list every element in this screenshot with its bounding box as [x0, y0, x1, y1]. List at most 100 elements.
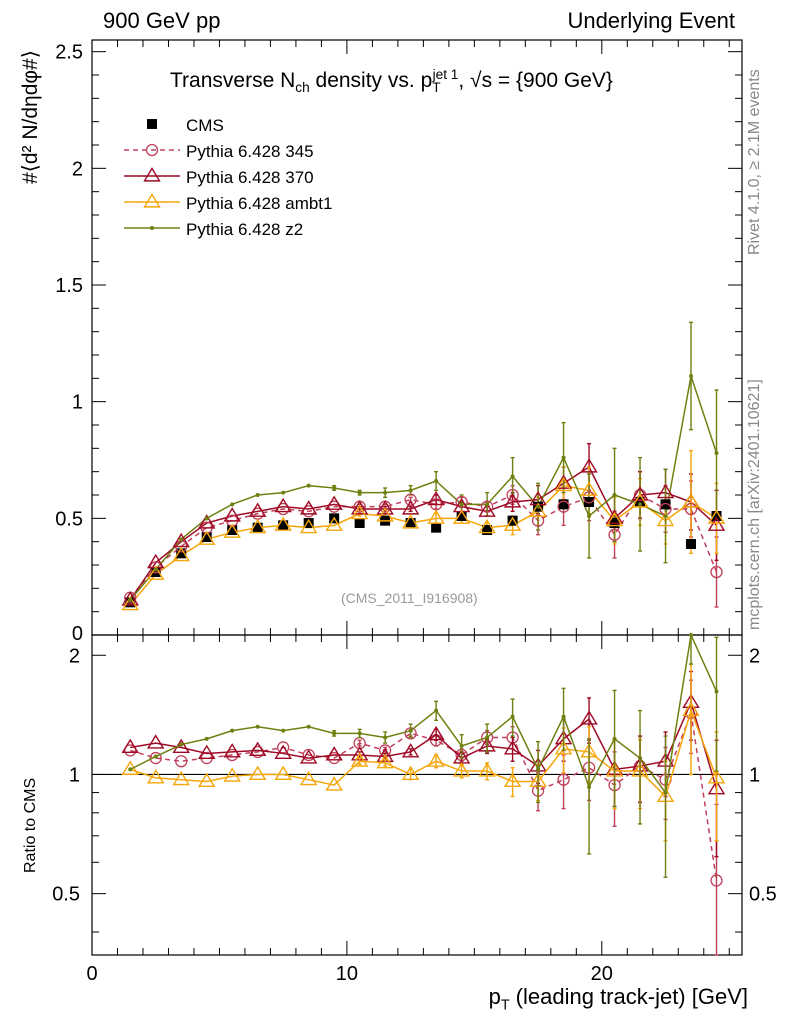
- main-series-marker: [580, 458, 598, 473]
- ratio-series-marker: [612, 736, 617, 741]
- legend-marker: [143, 193, 161, 208]
- main-series-marker: [230, 502, 235, 507]
- main-series-marker: [404, 493, 417, 506]
- main-series-marker: [707, 516, 726, 531]
- main-series-marker: [332, 486, 337, 490]
- main-series-marker: [172, 532, 190, 548]
- ratio-y-tick-label: 0.5: [52, 884, 80, 906]
- ratio-series-marker: [682, 701, 700, 717]
- main-series-marker: [554, 476, 573, 492]
- main-series-marker: [707, 509, 726, 524]
- main-series-marker: [478, 502, 496, 517]
- main-series-marker: [350, 500, 369, 515]
- main-series-marker: [656, 483, 675, 499]
- legend-marker: [150, 226, 154, 230]
- main-series-marker: [478, 518, 496, 534]
- main-series-marker: [376, 507, 394, 522]
- main-series-marker: [554, 474, 573, 489]
- ratio-series-marker: [714, 689, 719, 694]
- ratio-series-marker: [434, 708, 439, 713]
- ratio-series-marker: [332, 731, 337, 736]
- legend-label: Pythia 6.428 370: [186, 168, 314, 187]
- main-markers-2: [121, 476, 726, 611]
- cms-data-point: [201, 532, 212, 542]
- main-series-marker: [223, 507, 241, 522]
- ratio-series-marker: [427, 752, 445, 767]
- main-series-marker: [299, 518, 318, 534]
- analysis-watermark: (CMS_2011_I916908): [341, 590, 478, 606]
- main-series-3: [129, 321, 719, 601]
- cms-data-point: [150, 567, 161, 577]
- main-series-marker: [204, 516, 209, 521]
- main-series-marker: [121, 591, 139, 606]
- cms-data-point: [431, 522, 442, 533]
- ratio-series-marker: [325, 746, 343, 761]
- main-series-marker: [281, 490, 286, 495]
- main-series-marker: [248, 502, 267, 517]
- main-markers-3: [128, 374, 719, 602]
- main-series-marker: [580, 481, 598, 496]
- cms-data-point: [584, 497, 595, 507]
- ratio-series-marker: [503, 772, 522, 788]
- main-series-marker: [350, 504, 369, 520]
- ratio-series-marker: [638, 756, 643, 761]
- main-series-marker: [306, 483, 311, 488]
- ratio-series-marker: [401, 743, 420, 758]
- main-series-marker: [503, 516, 522, 531]
- main-series-marker: [605, 509, 624, 524]
- main-series-group: [121, 321, 726, 611]
- main-markers-1: [121, 458, 726, 606]
- ratio-series-marker: [357, 731, 362, 736]
- ratio-series-marker: [179, 742, 184, 747]
- main-series-marker: [663, 514, 668, 518]
- cms-data-point: [405, 518, 416, 528]
- main-y-tick-label: 0.5: [55, 508, 83, 530]
- ratio-series-line: [129, 632, 718, 795]
- ratio-panel-border: [91, 634, 743, 956]
- ratio-series-marker: [197, 744, 216, 760]
- main-series-marker: [401, 500, 420, 515]
- ratio-series-marker: [149, 751, 162, 765]
- cms-data-point: [507, 515, 518, 526]
- cms-data-point: [456, 511, 467, 521]
- ratio-series-marker: [376, 753, 394, 769]
- chart-title: Transverse Nch density vs. pTjet 1, √s =…: [170, 67, 613, 95]
- main-series-marker: [427, 490, 445, 506]
- main-y-tick-label: 1: [72, 392, 83, 414]
- ratio-y-tick-label: 2: [69, 645, 80, 667]
- title-sup2: jet 1: [432, 67, 459, 82]
- title-tail: , √s = {900 GeV}: [458, 69, 613, 92]
- main-series-marker: [325, 516, 343, 531]
- mcplots-source-label: mcplots.cern.ch [arXiv:2401.10621]: [746, 379, 763, 630]
- ratio-series-group: [121, 632, 726, 956]
- cms-data-point: [482, 525, 493, 535]
- main-series-marker: [128, 598, 133, 602]
- ratio-series-marker: [204, 736, 209, 741]
- main-series-marker: [605, 511, 624, 527]
- main-series-marker: [531, 514, 545, 527]
- x-tick-label: 10: [336, 963, 358, 985]
- cms-data-point: [686, 539, 697, 549]
- ratio-series-marker: [223, 767, 241, 782]
- main-series-line: [129, 465, 718, 601]
- legend-label: Pythia 6.428 345: [186, 142, 314, 161]
- main-series-marker: [582, 491, 596, 504]
- ratio-series-marker: [175, 755, 188, 768]
- ratio-series-marker: [557, 773, 570, 786]
- ratio-series-marker: [172, 770, 190, 786]
- cms-data-point: [354, 518, 365, 528]
- ratio-series-marker: [325, 776, 343, 791]
- main-series-marker: [506, 488, 519, 502]
- main-series-line: [129, 484, 717, 606]
- main-series-marker: [452, 509, 471, 524]
- main-series-marker: [714, 451, 719, 455]
- main-series-marker: [485, 502, 490, 507]
- ratio-series-marker: [383, 735, 388, 740]
- main-series-1: [129, 442, 719, 601]
- main-series-marker: [179, 537, 184, 542]
- legend-marker: [145, 143, 159, 157]
- x-tick-label: 20: [591, 963, 613, 985]
- ratio-series-marker: [328, 751, 341, 765]
- main-series-marker: [631, 486, 649, 501]
- ratio-y-tick-label-right: 2: [749, 645, 760, 667]
